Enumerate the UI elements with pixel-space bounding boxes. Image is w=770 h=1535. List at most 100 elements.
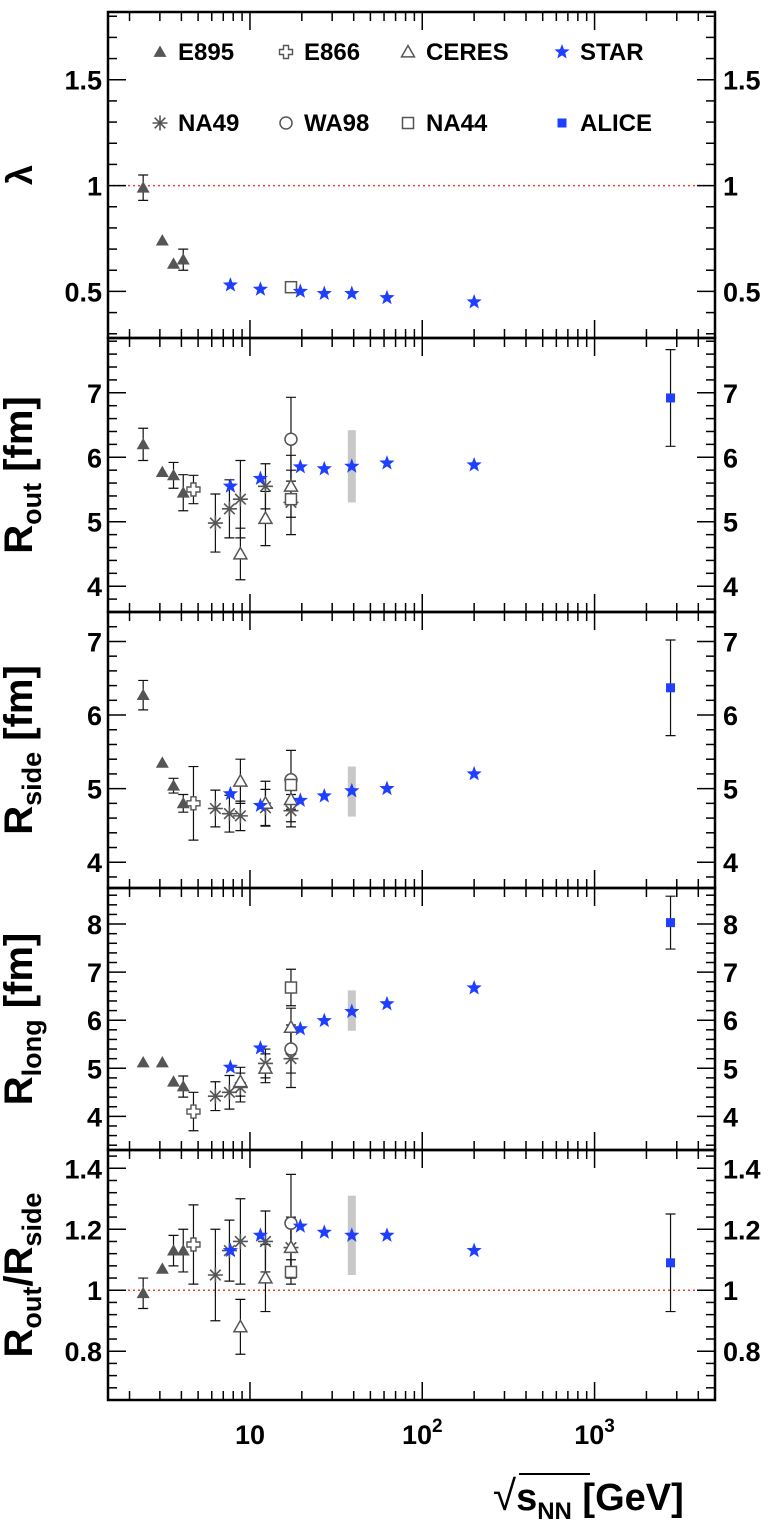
data-point-na49 [283,1051,299,1067]
y-tick-label: 6 [87,701,102,731]
data-point-star [292,458,308,474]
y-tick-label: 1.5 [723,66,761,96]
y-tick-label: 7 [723,958,738,988]
data-point-star [344,285,360,301]
y-tick-label: 5 [723,508,738,538]
data-point-star [316,460,332,476]
data-point-ceres [257,510,274,525]
data-point-e895 [167,1244,181,1256]
y-axis-label: Rout [fm] [0,396,47,554]
data-point-ceres [283,1239,299,1254]
data-point-e895 [167,779,181,791]
data-point-ceres [257,1270,274,1284]
data-point-star [466,457,482,472]
y-tick-label: 7 [723,379,738,409]
legend-marker-na44 [401,116,415,130]
data-point-e895 [167,468,181,481]
data-point-ceres [232,773,249,787]
y-tick-label: 7 [723,627,738,657]
data-point-ceres [257,1060,274,1074]
data-point-star [379,455,395,470]
data-point-e895 [167,257,181,269]
data-point-star [222,1242,239,1258]
legend-marker-e866 [278,44,294,60]
y-axis-label: Rside [fm] [0,665,47,835]
y-tick-label: 4 [87,848,102,878]
data-point-na49 [232,1080,248,1095]
data-point-e866 [186,796,201,811]
legend-label-na49: NA49 [178,110,239,137]
data-point-na44 [284,981,298,994]
data-point-e895 [155,756,169,768]
data-point-e895 [136,1286,150,1299]
data-point-star [379,780,395,796]
y-tick-label: 4 [723,848,738,878]
y-tick-label: 1.4 [723,1154,761,1184]
data-point-star [292,1020,308,1036]
data-point-star [252,797,269,813]
y-tick-label: 0.5 [64,277,102,307]
data-point-ceres [232,545,249,560]
data-point-e895 [136,437,150,450]
data-point-na44 [284,280,298,294]
data-point-star [379,1227,395,1242]
data-point-alice [666,1258,676,1268]
legend-label-ceres: CERES [426,39,509,66]
data-point-e895 [155,234,169,246]
legend-marker-alice [557,118,567,128]
y-tick-label: 4 [723,572,738,602]
y-axis-labels: λ Rout [fm] Rside [fm] Rlong [fm] Rout/Rside [0,165,47,1357]
data-point-e895 [176,1244,190,1256]
y-tick-label: 5 [723,1054,738,1084]
data-point-na44 [284,1265,298,1279]
legend-label-star: STAR [580,39,644,66]
y-tick-label: 6 [87,443,102,473]
y-tick-label: 0.8 [64,1337,102,1367]
x-tick-label: 102 [402,1416,443,1450]
panel-frames [106,10,717,1402]
data-point-e866 [186,1104,201,1119]
panel-frame [106,1148,717,1402]
y-axis-label: Rout/Rside [0,1193,47,1358]
y-tick-label: 1 [87,172,102,202]
data-point-star [252,1040,269,1055]
y-tick-label: 8 [723,910,738,940]
reference-lines [108,184,715,1291]
panel-frame [106,610,717,890]
data-point-na49 [232,1233,248,1249]
y-tick-label: 1 [723,1276,738,1306]
panel-frame [106,336,717,614]
data-point-star [316,1224,332,1239]
data-point-ceres [232,1318,249,1333]
data-point-star [222,785,239,801]
y-tick-label: 0.5 [723,277,761,307]
data-point-na44 [284,492,298,506]
tick-labels: 0.5 0.5 1 1 1.5 1.5 4 4 5 5 6 6 7 7 4 4 5 5 6 6 7 7 4 4 5 5 6 6 7 7 8 8… [64,66,760,1450]
y-tick-label: 7 [87,379,102,409]
legend-label-e895: E895 [178,39,234,66]
data-point-star [466,1242,482,1258]
x-tick-label: 103 [574,1416,615,1450]
data-point-star [222,478,239,493]
x-axis-label: √sNN [GeV] [493,1472,684,1525]
y-tick-label: 6 [87,1006,102,1036]
legend-label-wa98: WA98 [304,110,369,137]
data-point-e895 [176,486,190,498]
data-point-na49 [207,1088,223,1104]
data-point-e895 [136,181,150,193]
y-tick-label: 8 [87,910,102,940]
data-point-e866 [186,1237,201,1252]
data-point-e895 [176,253,190,265]
data-point-wa98 [284,1042,298,1056]
data-point-na49 [232,808,248,824]
data-point-na49 [207,1267,223,1283]
legend-marker-star [554,44,570,59]
y-tick-label: 1.2 [64,1215,102,1245]
data-point-na49 [221,501,237,517]
data-point-alice [666,393,676,403]
y-tick-label: 1.4 [64,1154,102,1184]
data-point-star [316,285,332,301]
data-point-e895 [136,688,150,701]
legend: E895 E866 CERES STAR NA49 WA98 NA44 ALICE [152,39,652,137]
y-axis-label: λ [0,165,40,185]
